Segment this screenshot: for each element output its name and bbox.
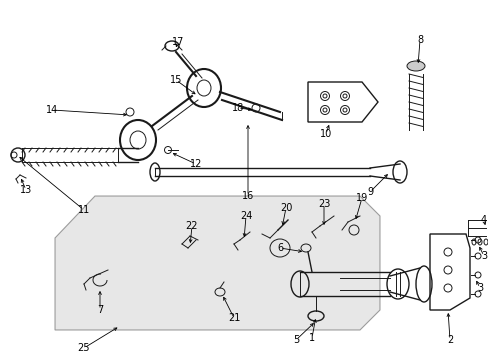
Text: 22: 22 <box>185 221 198 231</box>
Text: 12: 12 <box>189 159 202 169</box>
Text: 5: 5 <box>292 335 299 345</box>
Text: 8: 8 <box>416 35 422 45</box>
Text: 15: 15 <box>169 75 182 85</box>
Text: 18: 18 <box>231 103 244 113</box>
Ellipse shape <box>406 61 424 71</box>
Text: 9: 9 <box>366 187 372 197</box>
Text: 1: 1 <box>308 333 314 343</box>
Text: 19: 19 <box>355 193 367 203</box>
Text: 2: 2 <box>446 335 452 345</box>
Text: 16: 16 <box>242 191 254 201</box>
Text: 17: 17 <box>171 37 184 47</box>
Text: 6: 6 <box>276 243 283 253</box>
Text: 3: 3 <box>476 283 482 293</box>
Text: 24: 24 <box>239 211 252 221</box>
Text: 4: 4 <box>480 215 486 225</box>
Text: 13: 13 <box>20 185 32 195</box>
Text: 21: 21 <box>227 313 240 323</box>
Text: 7: 7 <box>97 305 103 315</box>
Polygon shape <box>55 196 379 330</box>
Text: 25: 25 <box>78 343 90 353</box>
Text: 20: 20 <box>279 203 292 213</box>
Text: 14: 14 <box>46 105 58 115</box>
Text: 3: 3 <box>480 251 486 261</box>
Text: 10: 10 <box>319 129 331 139</box>
Text: 11: 11 <box>78 205 90 215</box>
Text: 23: 23 <box>317 199 329 209</box>
